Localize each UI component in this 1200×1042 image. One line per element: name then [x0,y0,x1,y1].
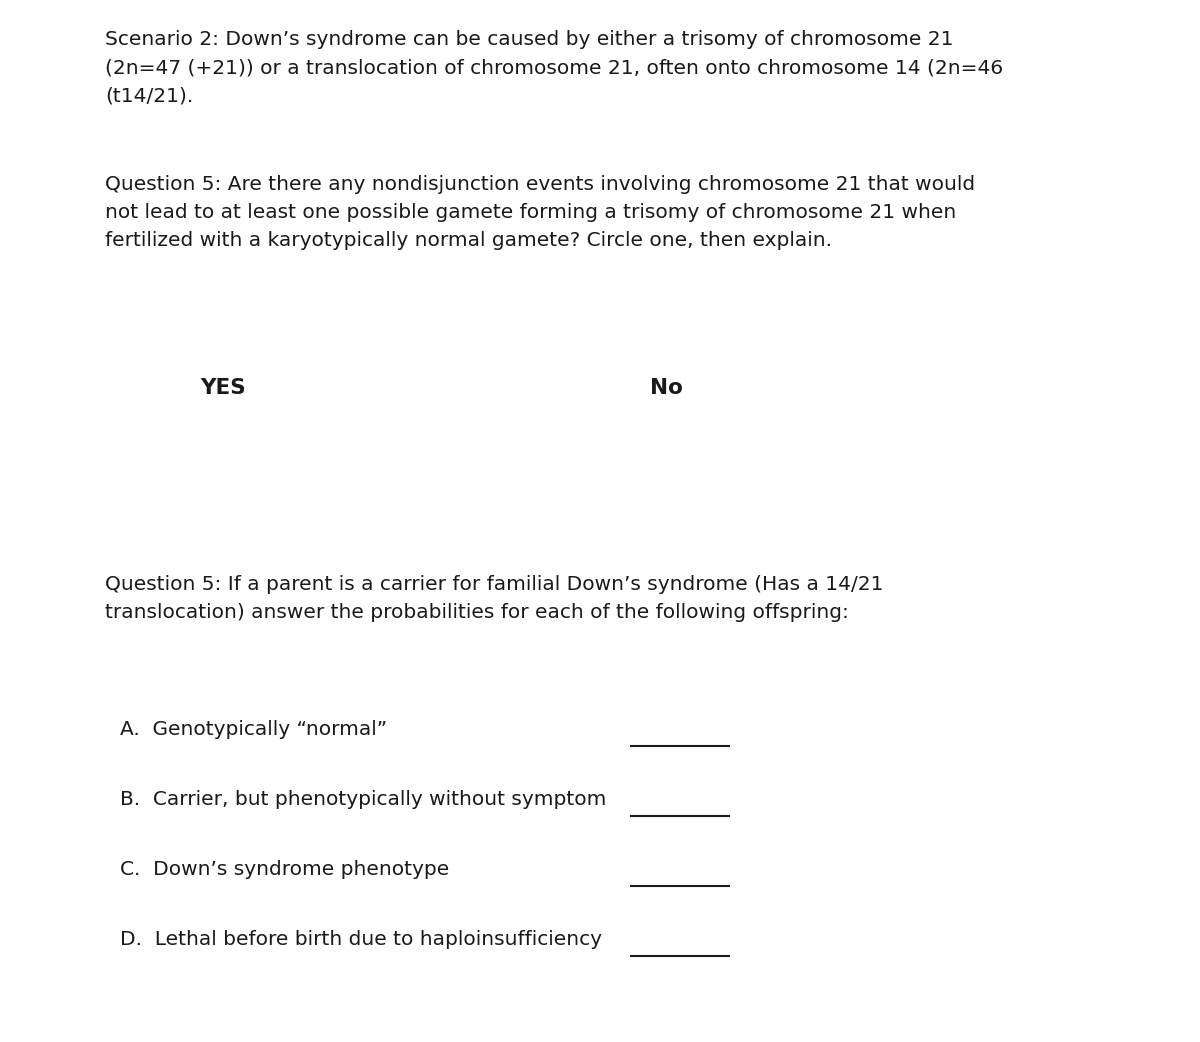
Text: Question 5: Are there any nondisjunction events involving chromosome 21 that wou: Question 5: Are there any nondisjunction… [106,175,976,194]
Text: translocation) answer the probabilities for each of the following offspring:: translocation) answer the probabilities … [106,603,848,622]
Text: A.  Genotypically “normal”: A. Genotypically “normal” [120,720,388,739]
Text: (2n=47 (+21)) or a translocation of chromosome 21, often onto chromosome 14 (2n=: (2n=47 (+21)) or a translocation of chro… [106,58,1003,77]
Text: YES: YES [200,378,246,398]
Text: Scenario 2: Down’s syndrome can be caused by either a trisomy of chromosome 21: Scenario 2: Down’s syndrome can be cause… [106,30,954,49]
Text: No: No [650,378,683,398]
Text: Question 5: If a parent is a carrier for familial Down’s syndrome (Has a 14/21: Question 5: If a parent is a carrier for… [106,575,883,594]
Text: (t14/21).: (t14/21). [106,86,193,105]
Text: fertilized with a karyotypically normal gamete? Circle one, then explain.: fertilized with a karyotypically normal … [106,231,832,250]
Text: D.  Lethal before birth due to haploinsufficiency: D. Lethal before birth due to haploinsuf… [120,931,602,949]
Text: not lead to at least one possible gamete forming a trisomy of chromosome 21 when: not lead to at least one possible gamete… [106,203,956,222]
Text: C.  Down’s syndrome phenotype: C. Down’s syndrome phenotype [120,860,449,879]
Text: B.  Carrier, but phenotypically without symptom: B. Carrier, but phenotypically without s… [120,790,606,809]
